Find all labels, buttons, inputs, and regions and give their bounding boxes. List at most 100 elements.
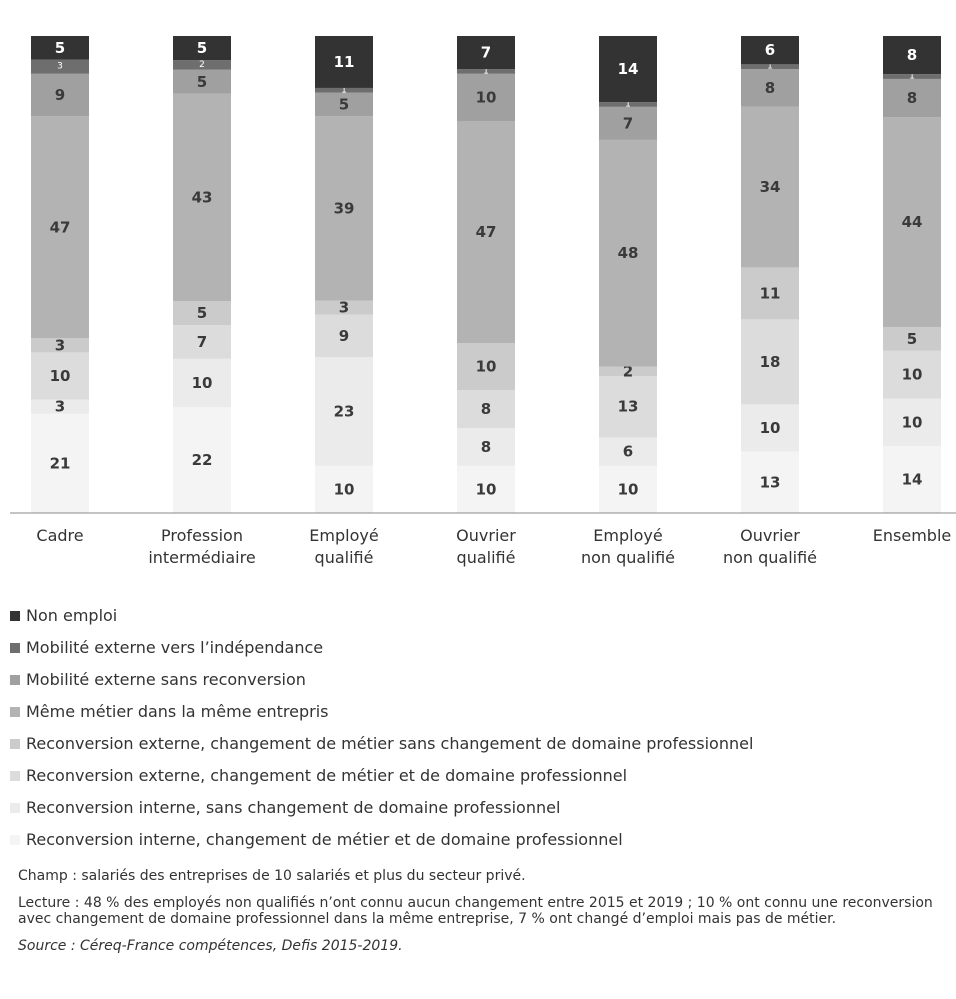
segment-value-label: 7 [197,333,207,351]
segment-value-label: 1 [625,99,631,109]
category-label: Cadre [36,526,83,545]
bar-segment [883,398,941,447]
bar-segment [457,121,515,343]
legend: Non emploi Mobilité externe vers l’indépe… [10,600,753,856]
segment-value-label: 21 [50,454,71,472]
bar-segment [883,36,941,75]
segment-value-label: 43 [192,188,213,206]
segment-value-label: 13 [618,398,639,416]
bar-segment [315,357,373,466]
legend-item: Non emploi [10,600,753,632]
segment-value-label: 5 [197,304,207,322]
bar-segment [457,465,515,513]
category-label: Employé non qualifié [581,526,675,567]
bar-segment [315,87,373,93]
segment-value-label: 8 [765,79,775,97]
bar-segment [173,60,231,70]
segment-value-label: 10 [476,480,497,498]
legend-label: Reconversion interne, sans changement de… [26,798,561,817]
bar-segment [457,73,515,122]
bar-segment [173,36,231,61]
bar-segment [173,407,231,513]
bar-segment [31,36,89,60]
segment-value-label: 11 [760,284,781,302]
bar-segment [173,325,231,359]
bar-segment [883,74,941,79]
source-note: Source : Céreq-France compétences, Defis… [18,938,403,954]
lecture-note: Lecture : 48 % des employés non qualifié… [18,895,933,927]
legend-item: Reconversion interne, changement de méti… [10,824,753,856]
segment-value-label: 48 [618,244,639,262]
bar-segment [599,465,657,513]
segment-value-label: 5 [907,330,917,348]
segment-value-label: 8 [907,89,917,107]
bar-segment [173,93,231,302]
bar-segment [31,73,89,117]
category-label: Profession intermédiaire [148,526,255,567]
segment-value-label: 5 [197,39,207,57]
bar-segment [457,390,515,428]
stacked-bar-chart: 2131034793522107543525102393395111108810… [10,36,956,567]
bar-segment [883,78,941,118]
segment-value-label: 44 [902,213,923,231]
segment-value-label: 10 [760,419,781,437]
bar-segment [599,376,657,438]
segment-value-label: 1 [483,66,489,76]
bar-segment [315,36,373,88]
legend-item: Reconversion externe, changement de méti… [10,760,753,792]
bar-segment [883,117,941,327]
segment-value-label: 14 [618,60,639,78]
bar-segment [173,69,231,94]
legend-swatch [10,707,20,717]
bar-segment [457,342,515,391]
segment-value-label: 3 [55,398,65,416]
bar-segment [741,64,799,70]
segment-value-label: 22 [192,451,213,469]
legend-swatch [10,643,20,653]
bar-segment [315,300,373,315]
bar-segment [31,413,89,513]
segment-value-label: 1 [909,72,915,82]
segment-value-label: 47 [50,218,71,236]
bar-segment [741,404,799,452]
bar-segment [315,116,373,301]
segment-value-label: 10 [902,413,923,431]
legend-item: Mobilité externe sans reconversion [10,664,753,696]
segment-value-label: 39 [334,199,355,217]
segment-value-label: 14 [902,471,923,489]
bars-layer: 2131034793522107543525102393395111108810… [31,36,941,513]
legend-label: Non emploi [26,606,118,625]
bar-segment [457,36,515,70]
segment-value-label: 7 [481,44,491,62]
bar-segment [457,427,515,466]
category-label: Ensemble [873,526,951,545]
bar-segment [31,399,89,414]
segment-value-label: 6 [623,443,633,461]
segment-value-label: 8 [907,46,917,64]
segment-value-label: 8 [481,438,491,456]
legend-label: Mobilité externe vers l’indépendance [26,638,324,657]
legend-swatch [10,675,20,685]
bar-segment [741,69,799,107]
segment-value-label: 10 [618,480,639,498]
bar-segment [599,139,657,367]
bar-segment [173,358,231,407]
segment-value-label: 6 [765,41,775,59]
bar-segment [31,338,89,353]
segment-value-label: 3 [55,336,65,354]
segment-value-label: 13 [760,473,781,491]
bar-segment [741,319,799,405]
bar-segment [315,92,373,117]
segment-value-label: 2 [623,362,633,380]
bar-segment [741,451,799,513]
segment-value-label: 8 [481,400,491,418]
bar-segment [741,36,799,65]
legend-item: Reconversion externe, changement de méti… [10,728,753,760]
category-label: Ouvrier non qualifié [723,526,817,567]
bar-segment [883,446,941,513]
segment-value-label: 5 [197,73,207,91]
segment-value-label: 10 [476,88,497,106]
bar-segment [173,301,231,326]
chart-notes: Champ : salariés des entreprises de 10 s… [18,868,948,965]
segment-value-label: 5 [339,95,349,113]
